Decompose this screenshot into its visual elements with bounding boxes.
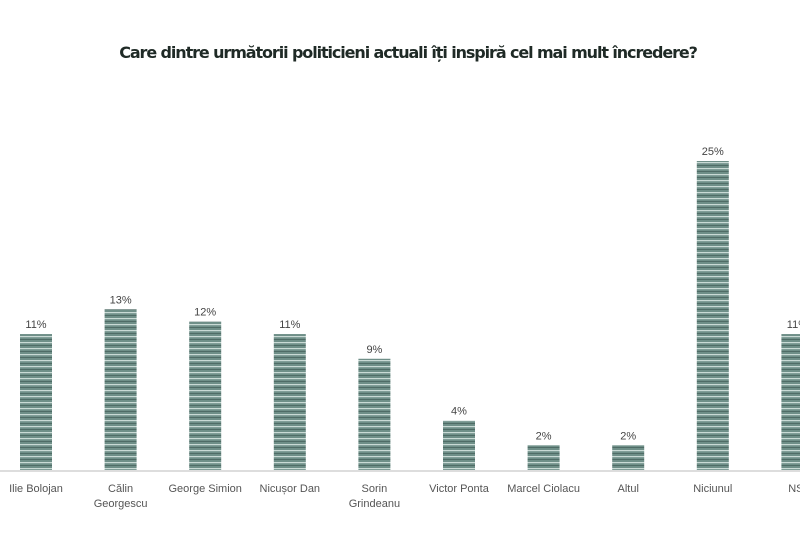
data-label: 11% [279, 319, 300, 331]
category-label: Georgescu [94, 498, 148, 510]
category-label: Niciunul [693, 483, 732, 495]
data-label: 11% [787, 319, 800, 331]
category-label: Nicușor Dan [260, 483, 321, 495]
data-label: 25% [702, 146, 724, 158]
bar [20, 334, 52, 470]
bar [527, 445, 560, 470]
bar [781, 334, 800, 470]
bar [273, 334, 306, 470]
data-label: 13% [110, 294, 132, 306]
data-label: 2% [536, 430, 552, 442]
bar [443, 420, 475, 470]
category-label: Grindeanu [349, 498, 400, 510]
bar [358, 358, 391, 470]
category-label: Sorin [362, 483, 388, 495]
category-label: Ilie Bolojan [9, 483, 63, 495]
bar [612, 445, 645, 470]
data-label: 9% [366, 344, 382, 356]
data-label: 12% [194, 307, 216, 319]
category-label: George Simion [169, 483, 242, 495]
chart-title: Care dintre următorii politicieni actual… [119, 43, 698, 62]
bar [189, 321, 222, 470]
data-label: 11% [25, 319, 46, 331]
category-label: NS/ [788, 483, 800, 495]
category-label: Altul [617, 483, 638, 495]
data-label: 4% [451, 406, 467, 418]
category-label: Marcel Ciolacu [507, 483, 580, 495]
bar [696, 161, 729, 470]
bar [104, 309, 137, 470]
category-label: Victor Ponta [429, 483, 490, 495]
category-label: Călin [108, 483, 133, 495]
data-label: 2% [620, 430, 636, 442]
